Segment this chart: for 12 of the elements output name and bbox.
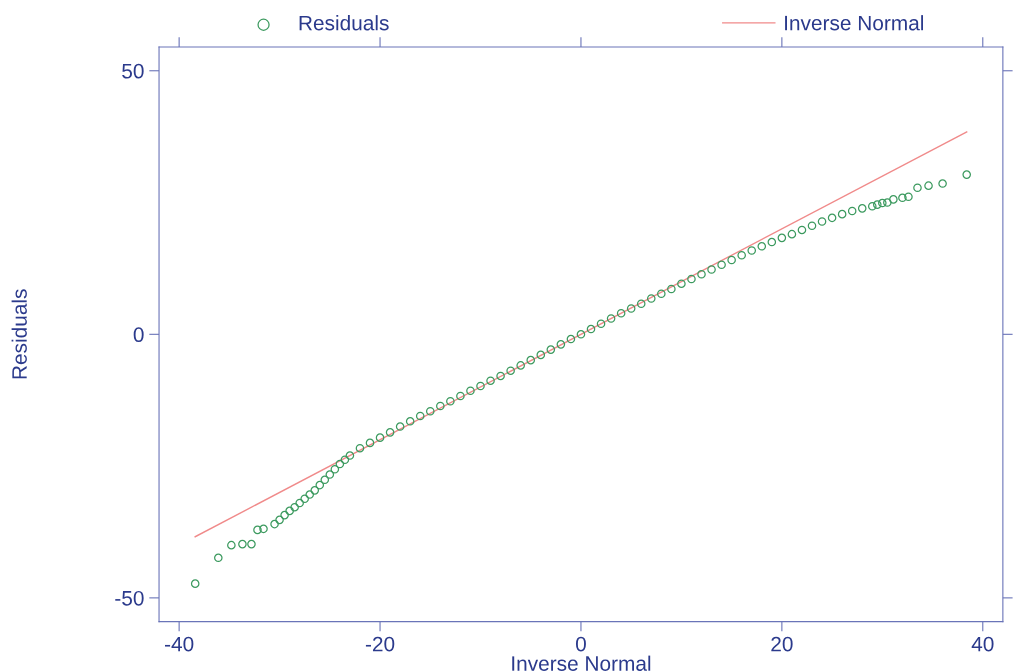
legend-label: Inverse Normal [785,15,924,31]
legend-label: Residuals [299,15,389,31]
y-axis-title: Residuals [11,289,27,379]
x-tick-label: 20 [771,636,793,652]
x-tick-label: -20 [365,636,395,652]
x-tick-label: 0 [575,636,586,652]
y-tick-label: 50 [122,63,144,79]
x-tick-label: -40 [165,636,194,652]
y-tick-label: 0 [133,327,144,343]
y-tick-label: -50 [115,590,144,606]
x-axis-title: Inverse Normal [512,655,651,671]
x-tick-label: 40 [971,636,994,652]
